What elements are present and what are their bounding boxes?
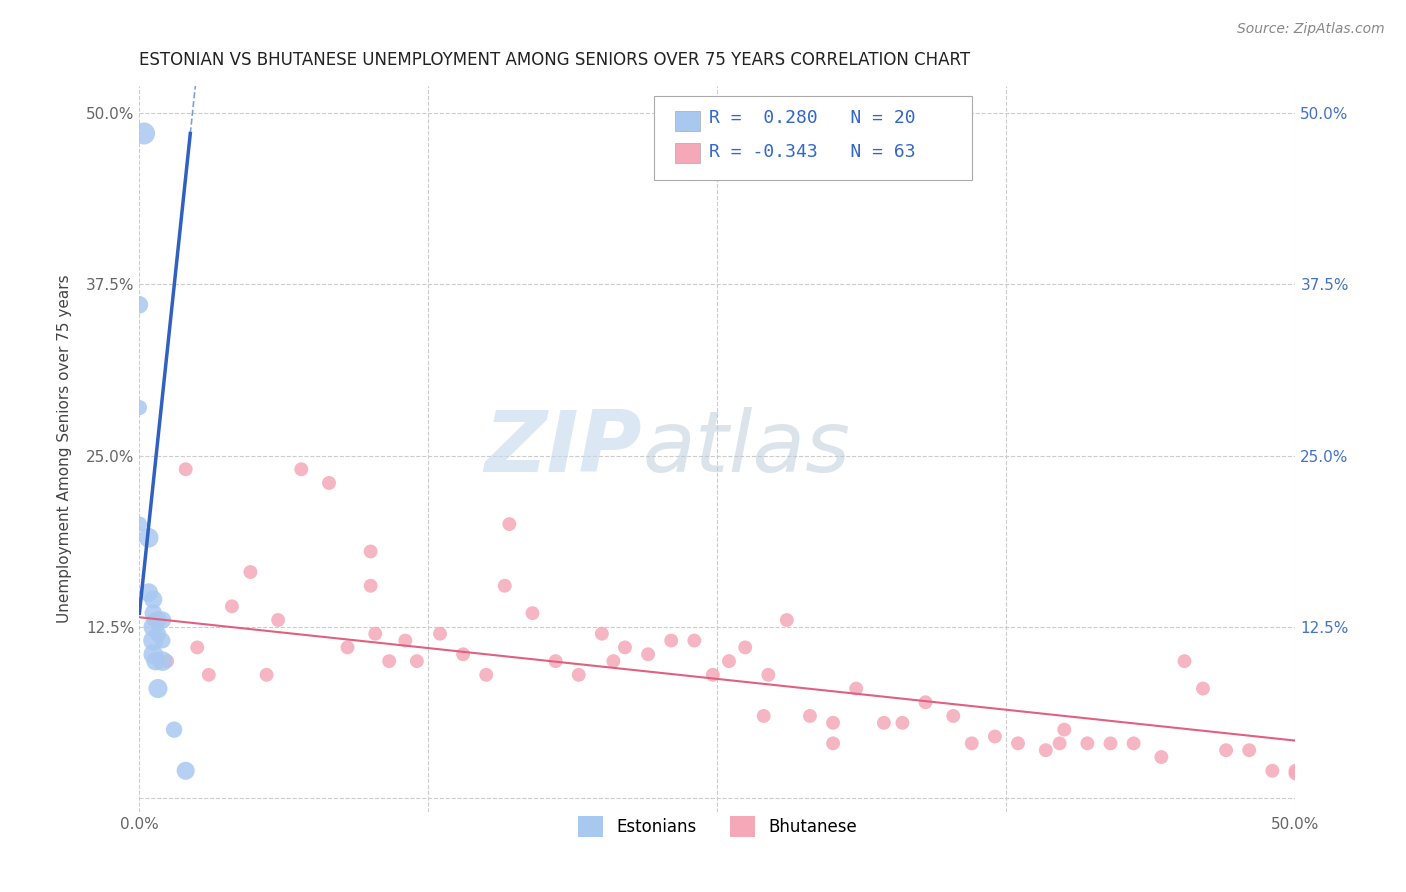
Point	[146, 613, 169, 627]
Point	[394, 633, 416, 648]
Point	[702, 668, 724, 682]
Point	[142, 647, 165, 661]
Point	[1237, 743, 1260, 757]
Point	[1215, 743, 1237, 757]
Point	[1284, 766, 1306, 780]
Point	[138, 585, 160, 599]
Point	[1173, 654, 1195, 668]
Point	[239, 565, 262, 579]
Point	[1049, 736, 1071, 750]
Point	[1261, 764, 1284, 778]
Point	[152, 654, 174, 668]
Point	[942, 709, 965, 723]
Text: R = -0.343   N = 63: R = -0.343 N = 63	[710, 144, 915, 161]
Point	[198, 668, 221, 682]
Point	[613, 640, 636, 655]
Point	[256, 668, 278, 682]
Point	[142, 613, 165, 627]
Point	[522, 606, 544, 620]
Point	[142, 620, 165, 634]
Point	[152, 633, 174, 648]
Point	[1192, 681, 1215, 696]
Point	[146, 681, 169, 696]
Text: ZIP: ZIP	[485, 407, 643, 491]
Point	[128, 517, 150, 532]
Point	[174, 764, 197, 778]
Point	[1099, 736, 1122, 750]
Point	[1284, 764, 1306, 778]
Point	[799, 709, 821, 723]
Point	[1053, 723, 1076, 737]
Point	[405, 654, 427, 668]
Text: atlas: atlas	[643, 407, 851, 491]
Point	[984, 730, 1007, 744]
Point	[683, 633, 706, 648]
Point	[174, 462, 197, 476]
Point	[128, 401, 150, 415]
Point	[494, 579, 516, 593]
Point	[186, 640, 208, 655]
FancyBboxPatch shape	[654, 96, 972, 180]
Point	[756, 668, 779, 682]
Point	[845, 681, 868, 696]
Point	[821, 715, 844, 730]
Point	[602, 654, 624, 668]
Y-axis label: Unemployment Among Seniors over 75 years: Unemployment Among Seniors over 75 years	[58, 275, 72, 623]
Point	[429, 626, 451, 640]
Point	[128, 298, 150, 312]
Point	[475, 668, 498, 682]
Legend: Estonians, Bhutanese: Estonians, Bhutanese	[571, 810, 863, 844]
Point	[156, 654, 179, 668]
Point	[142, 592, 165, 607]
Point	[591, 626, 613, 640]
Point	[960, 736, 983, 750]
Point	[146, 626, 169, 640]
Point	[145, 654, 167, 668]
Text: Source: ZipAtlas.com: Source: ZipAtlas.com	[1237, 22, 1385, 37]
Point	[1122, 736, 1144, 750]
Point	[914, 695, 936, 709]
Point	[132, 127, 155, 141]
Point	[498, 517, 520, 532]
FancyBboxPatch shape	[675, 143, 700, 163]
Point	[752, 709, 775, 723]
Point	[1150, 750, 1173, 764]
Point	[378, 654, 401, 668]
Point	[163, 723, 186, 737]
Point	[336, 640, 359, 655]
Point	[152, 613, 174, 627]
Point	[568, 668, 591, 682]
Text: ESTONIAN VS BHUTANESE UNEMPLOYMENT AMONG SENIORS OVER 75 YEARS CORRELATION CHART: ESTONIAN VS BHUTANESE UNEMPLOYMENT AMONG…	[139, 51, 970, 69]
Point	[1007, 736, 1029, 750]
FancyBboxPatch shape	[675, 111, 700, 131]
Point	[1035, 743, 1057, 757]
Point	[821, 736, 844, 750]
Point	[1076, 736, 1098, 750]
Point	[637, 647, 659, 661]
Point	[267, 613, 290, 627]
Point	[142, 633, 165, 648]
Point	[891, 715, 914, 730]
Point	[138, 531, 160, 545]
Point	[360, 579, 382, 593]
Point	[717, 654, 740, 668]
Point	[873, 715, 896, 730]
Point	[290, 462, 312, 476]
Point	[776, 613, 799, 627]
Point	[318, 475, 340, 490]
Point	[734, 640, 756, 655]
Point	[221, 599, 243, 614]
Point	[360, 544, 382, 558]
Point	[544, 654, 567, 668]
Text: R =  0.280   N = 20: R = 0.280 N = 20	[710, 109, 915, 128]
Point	[364, 626, 387, 640]
Point	[659, 633, 682, 648]
Point	[451, 647, 474, 661]
Point	[142, 606, 165, 620]
